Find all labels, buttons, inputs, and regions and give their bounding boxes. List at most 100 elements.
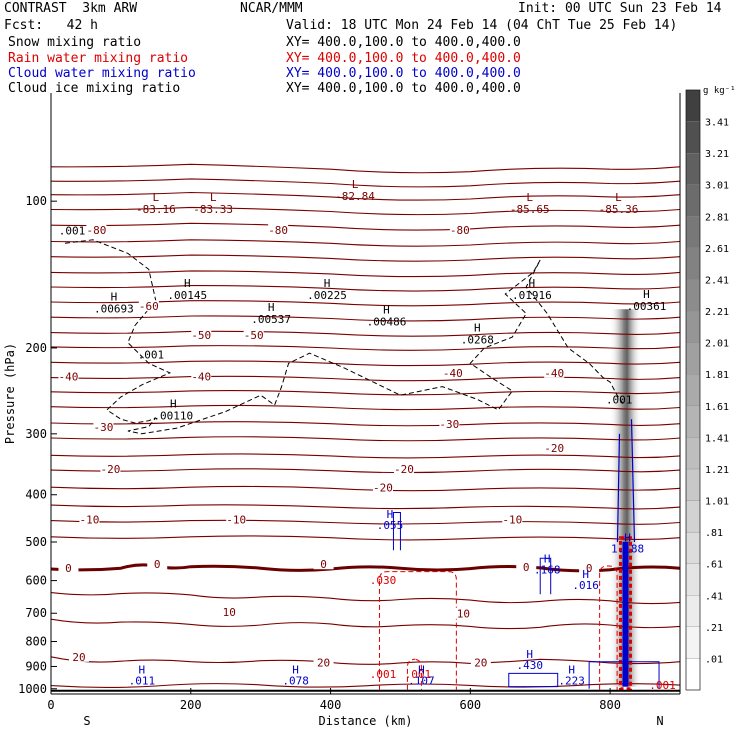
- isotherm-label-10: -30: [93, 421, 113, 434]
- y-tick-label-700: 700: [25, 606, 47, 620]
- isotherm--50-16: [50, 360, 681, 367]
- colorbar-box-8: [685, 405, 701, 438]
- field-xy-snow: XY= 400.0,100.0 to 400.0,400.0: [286, 35, 521, 50]
- isotherm--70-22: [50, 270, 681, 278]
- isotherm--50-19: [50, 315, 681, 322]
- extremum-value-3: -85.65: [510, 203, 550, 216]
- rain-core-streak: [618, 536, 632, 691]
- colorbar-label-9: 1.81: [705, 370, 729, 381]
- field-name-rain: Rain water mixing ratio: [8, 51, 189, 66]
- colorbar-label-12: 2.41: [705, 275, 729, 286]
- ice-label-1: .001: [138, 348, 165, 361]
- isotherm-label-22: 0: [523, 561, 530, 574]
- colorbar-box-6: [685, 468, 701, 501]
- isotherm-label-bg-9: [544, 366, 565, 378]
- y-tick-label-500: 500: [25, 535, 47, 549]
- isotherm--70-29: [50, 163, 681, 174]
- field-name-cloud-water: Cloud water mixing ratio: [8, 66, 196, 81]
- extremum-value-10: .0268: [461, 333, 494, 346]
- isotherm-label-bg-2: [449, 223, 470, 235]
- isotherm-label-28: 20: [474, 656, 487, 669]
- isotherm--30-12: [50, 421, 681, 427]
- isotherm-label-bg-11: [439, 418, 460, 430]
- colorbar-box-17: [685, 121, 701, 154]
- isotherm--70-28: [50, 178, 681, 188]
- isotherm-label-bg-8: [442, 366, 463, 378]
- isotherm-label-bg-17: [226, 513, 247, 525]
- colorbar-label-7: 1.41: [705, 433, 729, 444]
- model-title: CONTRAST 3km ARW: [4, 1, 138, 16]
- isotherm-label-17: -10: [226, 514, 246, 527]
- colorbar-box-0: [685, 658, 701, 691]
- isotherm-label-16: -10: [80, 514, 100, 527]
- isotherm-label-bg-7: [191, 370, 212, 382]
- isotherm-label-bg-19: [58, 561, 79, 573]
- isotherm-label-bg-10: [93, 421, 114, 433]
- isotherm-label-11: -30: [439, 418, 459, 431]
- isotherm-label-26: 20: [72, 651, 85, 664]
- colorbar-box-15: [685, 184, 701, 217]
- y-tick-label-1000: 1000: [18, 682, 47, 696]
- isotherm-label-bg-22: [516, 561, 537, 573]
- colorbar-unit: g kg⁻¹: [703, 86, 736, 96]
- colorbar-box-13: [685, 247, 701, 280]
- isotherm-label-7: -40: [191, 371, 211, 384]
- cloud-water-lower-outline: [588, 661, 660, 689]
- extremum-mark-12: H: [643, 288, 650, 301]
- isotherm-label-bg-23: [579, 561, 600, 573]
- isotherm-label-bg-25: [453, 607, 474, 619]
- cloud-water-label-2: .016: [572, 579, 599, 592]
- isotherm-label-5: -50: [244, 329, 264, 342]
- cloud-water-mark-5: H: [292, 663, 299, 676]
- init-time: Init: 00 UTC Sun 23 Feb 14: [518, 1, 722, 16]
- colorbar-frame: [685, 89, 701, 691]
- isotherm--10-5: [50, 535, 681, 541]
- isotherm--40-13: [50, 404, 681, 411]
- isotherm-label-bg-18: [502, 513, 523, 525]
- isotherm-label-bg-13: [393, 463, 414, 475]
- field-xy-rain: XY= 400.0,100.0 to 400.0,400.0: [286, 51, 521, 66]
- y-tick-label-800: 800: [25, 635, 47, 649]
- extremum-mark-9: H: [383, 304, 390, 317]
- field-xy-cloud-ice: XY= 400.0,100.0 to 400.0,400.0: [286, 81, 521, 96]
- isotherm-label-6: -40: [59, 371, 79, 384]
- extremum-value-8: .00225: [307, 289, 347, 302]
- isotherm--70-23: [50, 254, 681, 262]
- x-tick-label-200: 200: [180, 698, 202, 712]
- extremum-mark-10: H: [474, 321, 481, 334]
- isotherm-label-9: -40: [544, 367, 564, 380]
- colorbar-label-10: 2.01: [705, 339, 729, 350]
- colorbar-box-11: [685, 310, 701, 343]
- isotherm-20-0: [50, 683, 681, 688]
- cloud-water-mark-8: H: [526, 648, 533, 661]
- isotherm--80-26: [50, 206, 681, 216]
- isotherm-label-bg-5: [243, 328, 264, 340]
- isotherm-label-bg-4: [191, 328, 212, 340]
- cloud-water-core: [622, 541, 629, 687]
- isotherm-label-bg-1: [268, 223, 289, 235]
- cloud-water-mid-outline: [392, 511, 401, 551]
- extremum-value-13: .00110: [153, 410, 193, 423]
- extremum-value-6: .00145: [167, 289, 207, 302]
- isotherm-label-25: 10: [457, 608, 470, 621]
- y-tick-label-400: 400: [25, 488, 47, 502]
- isotherm-label-bg-27: [313, 656, 334, 668]
- isotherm--20-8: [50, 485, 681, 492]
- isotherm--50-18: [50, 330, 681, 337]
- colorbar-label-11: 2.21: [705, 307, 729, 318]
- colorbar-label-16: 3.21: [705, 149, 729, 160]
- isotherm-label-12: -20: [100, 463, 120, 476]
- isotherm-label-24: 10: [223, 606, 236, 619]
- isotherm-label-bg-21: [313, 558, 334, 570]
- field-name-snow: Snow mixing ratio: [8, 35, 142, 50]
- isotherm-10-3: [50, 592, 681, 605]
- rain-column-1: [406, 658, 422, 690]
- cloud-water-mark-4: H: [139, 663, 146, 676]
- colorbar-box-14: [685, 216, 701, 249]
- cloud-water-mark-0: H: [387, 508, 394, 521]
- cloud-water-core-outline: [616, 419, 636, 543]
- isotherm-label-bg-28: [470, 656, 491, 668]
- y-tick-label-200: 200: [25, 341, 47, 355]
- isotherm-label-bg-24: [219, 606, 240, 618]
